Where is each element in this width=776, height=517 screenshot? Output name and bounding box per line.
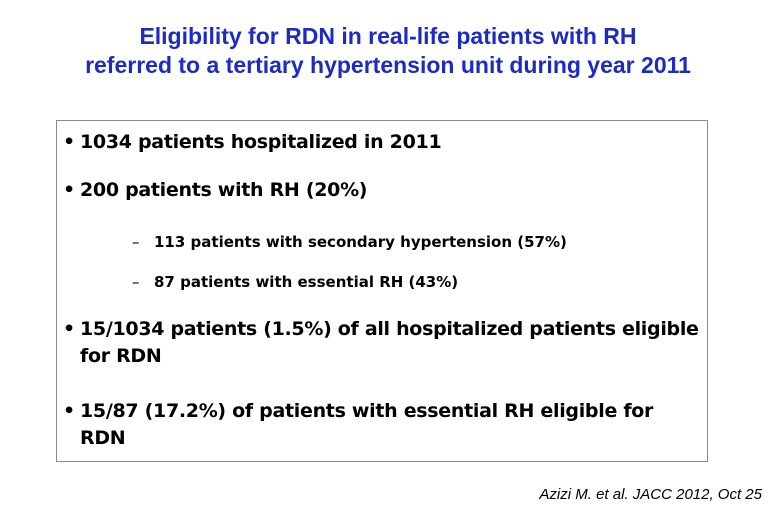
content-box: • 1034 patients hospitalized in 2011 • 2… (56, 120, 708, 462)
bullet-marker: • (63, 179, 76, 201)
slide-title-line-2: referred to a tertiary hypertension unit… (85, 52, 691, 78)
sub-bullet-marker: – (132, 273, 140, 291)
bullet-text: 1034 patients hospitalized in 2011 (80, 131, 442, 153)
sub-bullet-text: 87 patients with essential RH (43%) (154, 273, 459, 291)
bullet-item: • 15/87 (17.2%) of patients with essenti… (63, 398, 703, 452)
bullet-marker: • (63, 400, 76, 422)
sub-bullet-item: –87 patients with essential RH (43%) (132, 272, 458, 292)
sub-bullet-item: –113 patients with secondary hypertensio… (132, 232, 567, 252)
citation: Azizi M. et al. JACC 2012, Oct 25 (539, 486, 762, 503)
bullet-marker: • (63, 318, 76, 340)
sub-bullet-marker: – (132, 233, 140, 251)
slide-title-line-1: Eligibility for RDN in real-life patient… (139, 23, 637, 49)
bullet-item: • 1034 patients hospitalized in 2011 (63, 129, 703, 156)
bullet-marker: • (63, 131, 76, 153)
bullet-text: 15/1034 patients (1.5%) of all hospitali… (80, 318, 699, 367)
bullet-text: 200 patients with RH (20%) (80, 179, 368, 201)
bullet-item: • 200 patients with RH (20%) (63, 177, 703, 204)
bullet-item: • 15/1034 patients (1.5%) of all hospita… (63, 316, 703, 370)
sub-bullet-text: 113 patients with secondary hypertension… (154, 233, 567, 251)
bullet-text: 15/87 (17.2%) of patients with essential… (80, 400, 654, 449)
slide-title: Eligibility for RDN in real-life patient… (0, 22, 776, 80)
